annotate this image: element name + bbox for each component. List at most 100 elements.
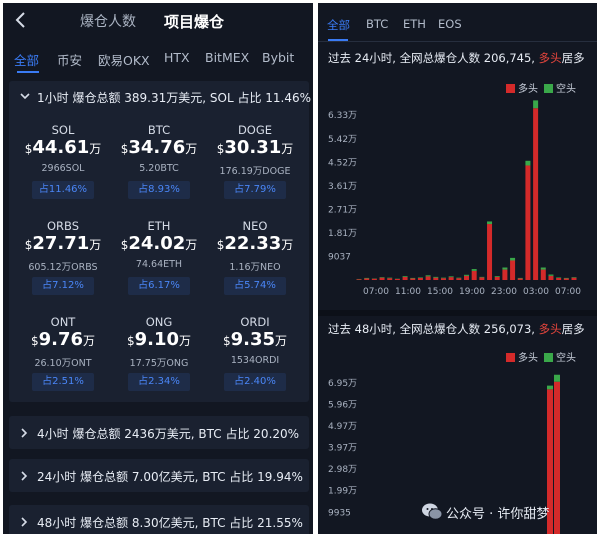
y-tick-label: 3.97万: [328, 444, 357, 454]
short-bar: [364, 277, 370, 279]
coin-card[interactable]: SOL $44.61万 2966SOL 占11.46%: [15, 123, 111, 219]
wechat-icon: [422, 503, 443, 520]
coin-tab-eth[interactable]: ETH: [403, 17, 426, 31]
exchange-tab-all[interactable]: 全部: [14, 53, 40, 68]
short-bar: [540, 267, 546, 270]
coin-share-badge: 占2.40%: [224, 373, 286, 391]
coin-value-number: 24.02: [128, 233, 186, 254]
coin-card[interactable]: ONT $9.76万 26.10万ONT 占2.51%: [15, 315, 111, 411]
tab-project-liquidation[interactable]: 项目爆仓: [164, 13, 225, 31]
chart-48h-title-text: 过去 48小时, 全网总爆仓人数 256,073,: [328, 322, 539, 336]
coin-value-number: 27.71: [32, 233, 90, 254]
coin-value-unit: 万: [179, 334, 192, 348]
top-bar: 爆仓人数 项目爆仓: [3, 3, 313, 37]
coin-currency: $: [126, 334, 135, 348]
coin-share-badge: 占2.34%: [128, 373, 190, 391]
section-48h[interactable]: 48小时 爆仓总额 8.30亿美元, BTC 占比 21.55%: [9, 505, 309, 534]
coin-currency: $: [222, 334, 231, 348]
exchange-tab-binance[interactable]: 币安: [57, 53, 83, 68]
chart-48h-legend: 多头 空头: [506, 349, 576, 364]
short-bar: [402, 276, 408, 277]
coin-amount: 17.75万ONG: [129, 358, 189, 369]
section-1h: 1小时 爆仓总额 389.31万美元, SOL 占比 11.46% SOL $44…: [9, 81, 311, 402]
short-bar: [554, 374, 560, 382]
coin-share-badge: 占5.74%: [224, 277, 286, 295]
back-arrow-icon[interactable]: [11, 9, 31, 31]
coin-share-badge: 占8.93%: [128, 181, 190, 199]
y-tick-label: 5.96万: [328, 400, 357, 410]
long-bar: [571, 277, 577, 280]
chart-24h-legend: 多头 空头: [506, 80, 576, 95]
exchange-tab-bitmex[interactable]: BitMEX: [205, 50, 250, 65]
tab-liquidation-count[interactable]: 爆仓人数: [80, 14, 136, 30]
short-bar: [448, 276, 454, 278]
long-bar: [448, 277, 454, 280]
long-bar: [548, 275, 554, 280]
legend-short-swatch: [544, 84, 553, 93]
coin-tab-all[interactable]: 全部: [327, 18, 350, 32]
coin-share-badge: 占6.17%: [128, 277, 190, 295]
coin-card[interactable]: ORBS $27.71万 605.12万ORBS 占7.12%: [15, 219, 111, 315]
coin-value: $9.76万: [15, 329, 111, 350]
legend-short-label: 空头: [556, 353, 576, 364]
long-bar: [471, 270, 477, 280]
coin-card[interactable]: NEO $22.33万 1.16万NEO 占5.74%: [207, 219, 303, 315]
chevron-right-icon: [21, 471, 28, 481]
x-tick-label: 19:00: [459, 287, 485, 297]
coin-name: BTC: [147, 123, 171, 137]
coin-value-unit: 万: [185, 238, 198, 252]
coin-name: ETH: [147, 219, 171, 233]
short-bar: [425, 275, 431, 277]
section-24h[interactable]: 24小时 爆仓总额 7.00亿美元, BTC 占比 19.94%: [9, 459, 309, 492]
coin-card[interactable]: DOGE $30.31万 176.19万DOGE 占7.79%: [207, 123, 303, 219]
chart-48h-title: 过去 48小时, 全网总爆仓人数 256,073, 多头居多: [328, 321, 585, 337]
coin-amount: 5.20BTC: [139, 163, 179, 174]
coin-value-number: 9.35: [230, 329, 276, 350]
divider: [318, 41, 597, 42]
coin-value-unit: 万: [89, 142, 102, 156]
exchange-tab-okx[interactable]: 欧易OKX: [98, 53, 150, 68]
coin-name: ONT: [50, 315, 76, 329]
short-bar: [410, 277, 416, 279]
coin-value: $44.61万: [15, 137, 111, 158]
section-4h-title: 4小时 爆仓总额 2436万美元, BTC 占比 20.20%: [37, 427, 300, 441]
section-4h[interactable]: 4小时 爆仓总额 2436万美元, BTC 占比 20.20%: [9, 416, 309, 449]
short-bar: [387, 277, 393, 279]
coin-tab-eos[interactable]: EOS: [438, 17, 462, 31]
coin-tab-btc[interactable]: BTC: [366, 17, 389, 31]
long-bar: [525, 165, 531, 280]
coin-card[interactable]: BTC $34.76万 5.20BTC 占8.93%: [111, 123, 207, 219]
legend-short-swatch: [544, 353, 553, 362]
long-bar: [371, 278, 377, 280]
left-panel: 爆仓人数 项目爆仓 全部 币安 欧易OKX HTX BitMEX Bybit 1…: [3, 3, 313, 534]
chart-24h-title-suffix: 居多: [561, 51, 585, 65]
short-bar: [510, 257, 516, 261]
coin-card[interactable]: ORDI $9.35万 1534ORDI 占2.40%: [207, 315, 303, 411]
coin-value-number: 44.61: [32, 137, 90, 158]
long-bar: [356, 279, 362, 280]
exchange-tab-bybit[interactable]: Bybit: [262, 50, 295, 65]
long-bar: [547, 389, 553, 534]
coin-card[interactable]: ETH $24.02万 74.64ETH 占6.17%: [111, 219, 207, 315]
short-bar: [379, 277, 385, 278]
coin-card[interactable]: ONG $9.10万 17.75万ONG 占2.34%: [111, 315, 207, 411]
x-tick-label: 07:00: [363, 287, 389, 297]
coin-name: DOGE: [237, 123, 273, 137]
long-bar: [402, 276, 408, 280]
coin-name: NEO: [242, 219, 268, 233]
y-tick-label: 4.97万: [328, 422, 357, 432]
coin-filter-tabs: 全部 BTC ETH EOS: [318, 11, 597, 41]
short-bar: [417, 277, 423, 278]
x-tick-label: 03:00: [523, 287, 549, 297]
coin-value: $9.35万: [207, 329, 303, 350]
liquidation-24h-chart: 9037 1.81万 2.71万 3.61万 4.52万 5.42万 6.33万 07:00 1…: [328, 100, 581, 297]
long-bar: [417, 277, 423, 280]
coin-currency: $: [24, 142, 33, 156]
long-bar: [554, 381, 560, 534]
x-tick-label: 15:00: [427, 287, 453, 297]
legend-long-label: 多头: [518, 84, 538, 95]
exchange-tab-htx[interactable]: HTX: [164, 50, 190, 65]
section-1h-header[interactable]: 1小时 爆仓总额 389.31万美元, SOL 占比 11.46%: [9, 81, 311, 113]
short-bar: [479, 276, 485, 278]
right-panel: 全部 BTC ETH EOS 过去 24小时, 全网总爆仓人数 206,745,…: [318, 3, 597, 534]
